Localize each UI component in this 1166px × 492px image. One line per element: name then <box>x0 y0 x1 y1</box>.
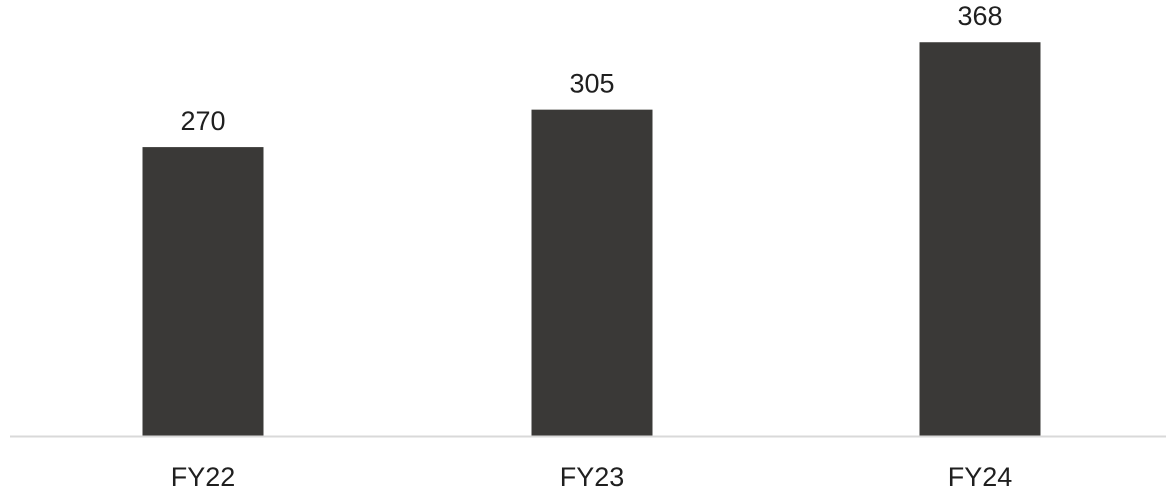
bar-fy23 <box>531 109 653 437</box>
x-tick-label-fy22: FY22 <box>171 462 236 492</box>
bar-fy22 <box>142 147 264 436</box>
data-labels-group: 270 305 368 <box>180 1 1002 136</box>
data-label-fy22: 270 <box>180 106 225 136</box>
x-tick-labels-group: FY22 FY23 FY24 <box>171 462 1013 492</box>
bars-group <box>142 42 1041 437</box>
bar-fy24 <box>919 42 1041 437</box>
x-tick-label-fy24: FY24 <box>948 462 1013 492</box>
data-label-fy24: 368 <box>957 1 1002 31</box>
data-label-fy23: 305 <box>569 69 614 99</box>
x-tick-label-fy23: FY23 <box>560 462 625 492</box>
